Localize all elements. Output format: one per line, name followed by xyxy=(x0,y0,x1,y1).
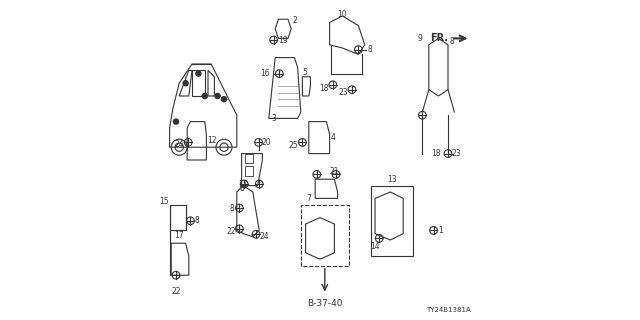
Text: 8: 8 xyxy=(230,204,234,212)
Circle shape xyxy=(173,119,179,124)
Text: 23: 23 xyxy=(339,88,348,97)
Text: 8: 8 xyxy=(450,37,454,46)
Circle shape xyxy=(183,81,188,86)
Text: 9: 9 xyxy=(417,34,422,43)
Text: 20: 20 xyxy=(261,138,271,147)
Text: 11: 11 xyxy=(238,180,247,188)
Text: 10: 10 xyxy=(337,10,348,19)
Text: FR.: FR. xyxy=(430,33,448,44)
Text: 3: 3 xyxy=(271,114,276,123)
Text: 12: 12 xyxy=(207,136,217,145)
Text: 24: 24 xyxy=(175,140,184,149)
Text: 5: 5 xyxy=(302,68,307,76)
Text: 18: 18 xyxy=(431,149,440,158)
Text: 8: 8 xyxy=(195,216,199,225)
Text: 22: 22 xyxy=(226,227,236,236)
Text: B-37-40: B-37-40 xyxy=(307,300,342,308)
Circle shape xyxy=(196,71,201,76)
Text: 18: 18 xyxy=(319,84,329,92)
Text: 1: 1 xyxy=(438,226,442,235)
Text: 16: 16 xyxy=(260,69,269,78)
Text: 21: 21 xyxy=(330,167,339,176)
Text: 2: 2 xyxy=(292,16,298,25)
Circle shape xyxy=(221,97,227,102)
Text: 8: 8 xyxy=(367,45,372,54)
Text: 17: 17 xyxy=(173,231,184,240)
Text: 13: 13 xyxy=(387,175,397,184)
Text: 23: 23 xyxy=(452,149,461,158)
Text: 6: 6 xyxy=(239,184,244,193)
Text: 15: 15 xyxy=(159,197,169,206)
Text: 14: 14 xyxy=(370,242,380,251)
Text: TY24B1381A: TY24B1381A xyxy=(426,308,470,313)
Text: 7: 7 xyxy=(306,194,311,203)
Text: 25: 25 xyxy=(289,141,298,150)
Text: 22: 22 xyxy=(172,287,180,296)
Text: 24: 24 xyxy=(260,232,269,241)
Text: 4: 4 xyxy=(330,133,335,142)
Circle shape xyxy=(215,93,220,99)
Circle shape xyxy=(202,93,207,99)
Text: 19: 19 xyxy=(278,36,287,44)
